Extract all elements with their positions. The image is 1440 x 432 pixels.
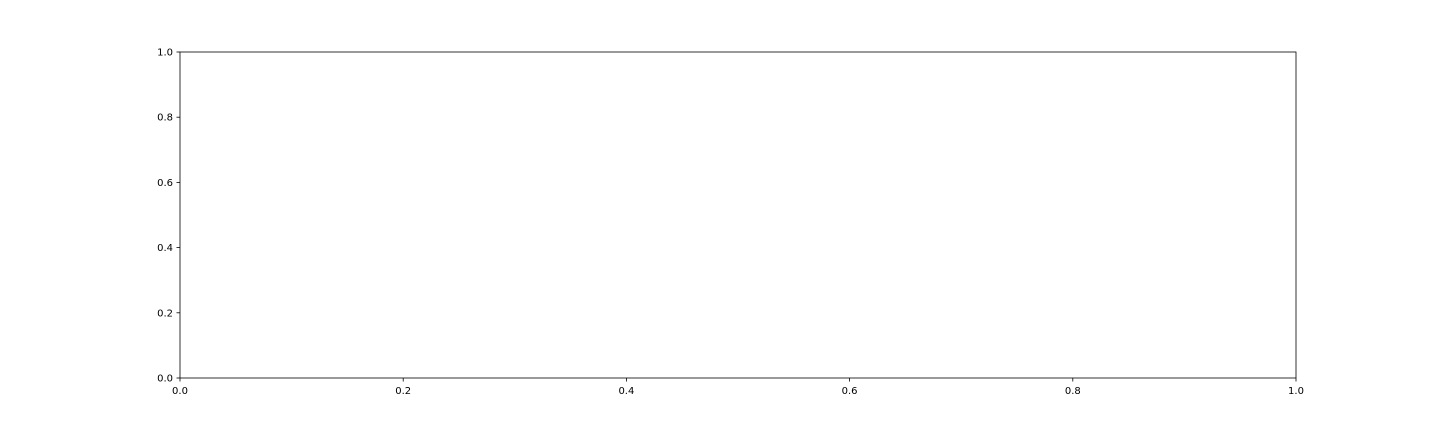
x-tick-label: 0.6	[842, 386, 858, 397]
x-tick-label: 0.4	[618, 386, 634, 397]
y-tick-label: 0.8	[157, 113, 173, 124]
x-tick-label: 0.8	[1065, 386, 1081, 397]
x-tick-label: 0.2	[395, 386, 411, 397]
y-axis: 0.0 0.2 0.4 0.6 0.8 1.0	[157, 48, 180, 385]
x-axis: 0.0 0.2 0.4 0.6 0.8 1.0	[172, 378, 1304, 397]
y-tick-label: 1.0	[157, 48, 173, 59]
y-tick-label: 0.2	[157, 308, 173, 319]
x-tick-label: 0.0	[172, 386, 188, 397]
y-tick-label: 0.0	[157, 374, 173, 385]
x-tick-label: 1.0	[1288, 386, 1304, 397]
y-tick-label: 0.6	[157, 178, 173, 189]
y-tick-label: 0.4	[157, 243, 173, 254]
plot-area	[179, 51, 1297, 379]
